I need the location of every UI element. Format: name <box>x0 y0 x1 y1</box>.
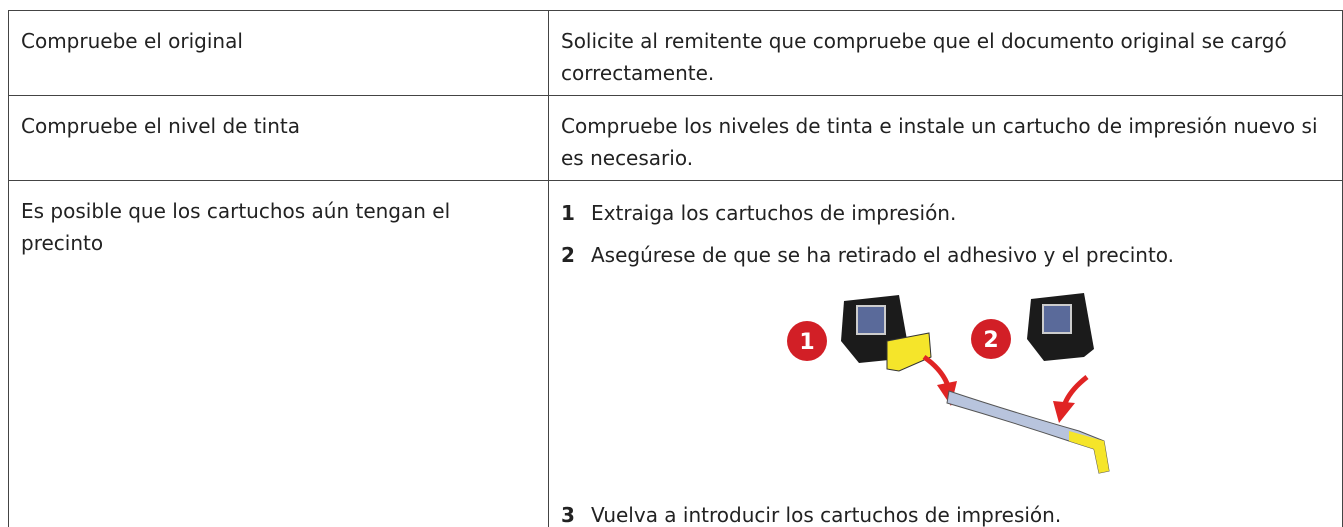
step-text: Vuelva a introducir los cartuchos de imp… <box>591 503 1062 527</box>
cell: Es posible que los cartuchos aún tengan … <box>8 180 549 527</box>
cell: Compruebe el original <box>8 10 549 96</box>
cell-text: Compruebe el nivel de tinta <box>21 114 300 138</box>
step-number: 1 <box>561 201 575 225</box>
cell-text: Compruebe el original <box>21 29 243 53</box>
cell: Compruebe el nivel de tinta <box>8 95 549 181</box>
callout: 1 <box>799 330 814 355</box>
step-number: 3 <box>561 503 575 527</box>
cell: Solicite al remitente que compruebe que … <box>548 10 1343 96</box>
callout: 2 <box>983 328 998 353</box>
step: 1 Extraiga los cartuchos de impresión. <box>561 197 956 229</box>
step: 2 Asegúrese de que se ha retirado el adhe… <box>561 239 1174 271</box>
illustration: 1 2 <box>787 293 1110 474</box>
cell-text: Es posible que los cartuchos aún tengan … <box>21 199 451 255</box>
cell: Compruebe los niveles de tinta e instale… <box>548 95 1343 181</box>
step-number: 2 <box>561 243 575 267</box>
step: 3 Vuelva a introducir los cartuchos de im… <box>561 499 1061 527</box>
cell-text: Compruebe los niveles de tinta e instale… <box>561 114 1318 170</box>
step-text: Extraiga los cartuchos de impresión. <box>591 201 957 225</box>
step-text: Asegúrese de que se ha retirado el adhes… <box>591 243 1175 267</box>
cell-text: Solicite al remitente que compruebe que … <box>561 29 1287 85</box>
